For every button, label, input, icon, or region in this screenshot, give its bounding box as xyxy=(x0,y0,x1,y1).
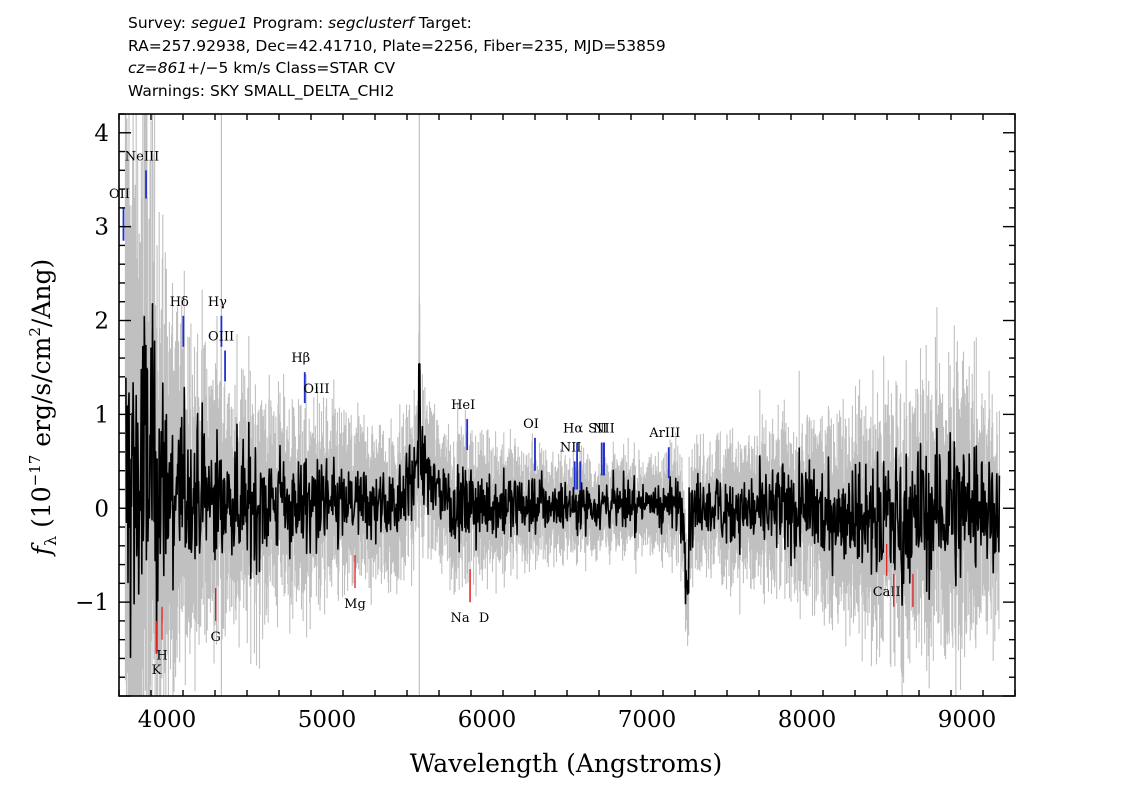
header-line-warnings: Warnings: SKY SMALL_DELTA_CHI2 xyxy=(128,81,395,100)
flux-series xyxy=(124,303,1001,659)
svg-text:fλ (10−17 erg/s/cm2/Ang): fλ (10−17 erg/s/cm2/Ang) xyxy=(26,259,60,558)
y-axis-label: fλ (10−17 erg/s/cm2/Ang) xyxy=(26,259,60,558)
x-tick-label: 8000 xyxy=(778,707,837,733)
absorption-line-label: K xyxy=(152,663,162,678)
error-series xyxy=(124,114,1000,696)
absorption-line-label: G xyxy=(210,630,220,645)
emission-line-label: Hδ xyxy=(170,295,189,310)
emission-line-label: Hγ xyxy=(208,295,227,310)
emission-line-label: NII xyxy=(593,422,615,437)
absorption-line-label: D xyxy=(479,611,489,626)
emission-line-label: Hβ xyxy=(291,351,310,366)
emission-line-label: OIII xyxy=(303,382,329,397)
x-tick-label: 5000 xyxy=(298,707,357,733)
emission-line-label: SII xyxy=(588,422,607,437)
flux-line xyxy=(124,303,1001,659)
x-tick-label: 6000 xyxy=(458,707,517,733)
absorption-line-label: H xyxy=(156,649,167,664)
y-tick-label: 0 xyxy=(94,496,109,522)
header-line-redshift: cz=861+/−5 km/s Class=STAR CV xyxy=(128,59,396,77)
absorption-line-label: Mg xyxy=(344,597,366,612)
y-tick-label: 3 xyxy=(94,215,109,241)
emission-line-label: NeIII xyxy=(125,149,159,164)
absorption-line-label: Na xyxy=(450,611,469,626)
x-axis-label: Wavelength (Angstroms) xyxy=(410,749,722,778)
y-tick-label: −1 xyxy=(75,590,109,616)
emission-line-label: NII xyxy=(560,440,582,455)
chart-axes: 4000 5000 6000 7000 8000 9000 −1 0 1 2 3 4 xyxy=(75,113,1016,733)
x-tick-label: 4000 xyxy=(138,707,197,733)
spectrum-header: Survey: segue1 Program: segclusterf Targ… xyxy=(128,12,666,102)
x-tick-label: 9000 xyxy=(938,707,997,733)
emission-line-label: OI xyxy=(523,417,539,432)
emission-line-label: HeI xyxy=(451,398,475,413)
y-tick-label: 1 xyxy=(94,402,109,428)
error-band xyxy=(124,114,1000,696)
emission-line-label: OIII xyxy=(208,330,234,345)
emission-line-label: Hα xyxy=(563,422,583,437)
y-tick-label: 4 xyxy=(94,121,109,147)
x-tick-label: 7000 xyxy=(618,707,677,733)
y-tick-label: 2 xyxy=(94,309,109,335)
absorption-line-label: CaII xyxy=(873,585,901,600)
header-line-survey: Survey: segue1 Program: segclusterf Targ… xyxy=(128,14,472,32)
emission-line-label: ArIII xyxy=(648,426,680,441)
header-line-coords: RA=257.92938, Dec=42.41710, Plate=2256, … xyxy=(128,36,666,55)
